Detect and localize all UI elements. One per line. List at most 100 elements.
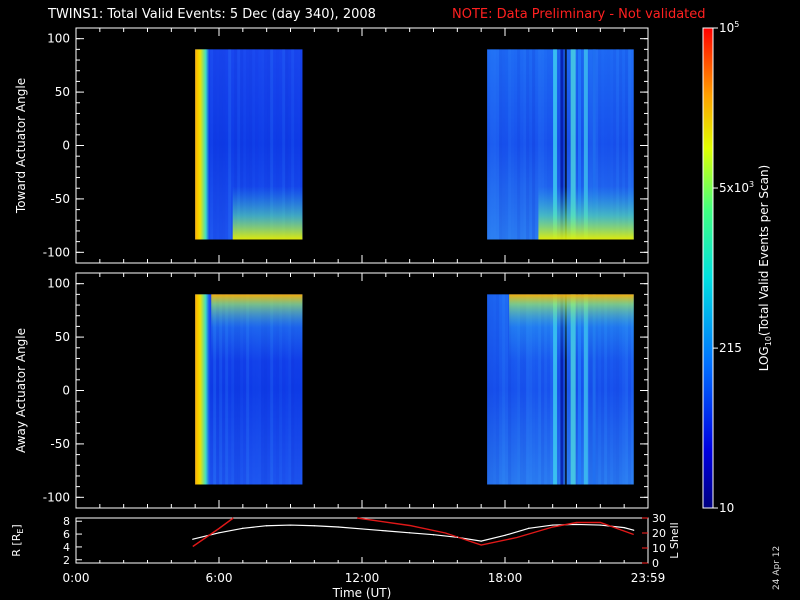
r-point <box>575 523 578 526</box>
texture-stripe <box>631 294 635 485</box>
panels-layer: -100 -50 0 50 100 Toward Actuator Angle -100 -5… <box>14 27 649 509</box>
r-point <box>480 540 482 542</box>
r-point <box>266 525 268 527</box>
texture-stripe <box>544 294 548 485</box>
data-block-2 <box>487 294 635 485</box>
colorbar-tick-label: 105 <box>719 20 739 35</box>
y-tick-label: -100 <box>43 490 70 504</box>
texture-stripe <box>560 49 564 240</box>
texture-stripe <box>598 294 602 485</box>
texture-stripe <box>270 49 274 240</box>
texture-stripe <box>297 294 301 485</box>
texture-stripe <box>517 49 521 240</box>
texture-stripe <box>228 49 232 240</box>
texture-stripe <box>496 49 500 240</box>
texture-stripe <box>222 49 226 240</box>
texture-stripe <box>538 49 542 240</box>
r-point <box>528 527 530 529</box>
texture-stripe <box>496 294 500 485</box>
texture-stripe <box>529 49 532 239</box>
texture-stripe <box>243 294 247 485</box>
r-point <box>623 527 625 529</box>
r-point <box>337 526 339 528</box>
x-tick-label: 12:00 <box>345 571 380 585</box>
texture-stripe <box>261 49 265 240</box>
texture-stripe <box>520 294 524 485</box>
texture-stripe <box>276 294 280 485</box>
texture-stripe <box>556 294 560 485</box>
r-point <box>192 538 194 540</box>
colorbar-tick-label: 10 <box>719 501 734 515</box>
y-tick-label: -100 <box>43 245 70 259</box>
texture-stripe <box>556 49 560 240</box>
r-point <box>242 527 244 529</box>
texture-stripe <box>625 294 629 485</box>
texture-stripe <box>613 294 617 485</box>
texture-stripe <box>291 294 295 485</box>
x-tick-label: 6:00 <box>206 571 233 585</box>
r-point <box>313 525 315 527</box>
r-point <box>409 532 411 534</box>
texture-stripe <box>601 294 605 485</box>
texture-stripe <box>616 294 620 485</box>
texture-stripe <box>607 294 611 485</box>
texture-stripe <box>234 294 238 485</box>
texture-stripe <box>564 294 567 485</box>
y-tick-label: 100 <box>47 277 70 291</box>
y-tick-label: 0 <box>62 139 70 153</box>
texture-stripe <box>508 294 512 485</box>
texture-stripe <box>529 294 533 485</box>
texture-stripe <box>213 294 217 485</box>
texture-stripe <box>598 49 602 240</box>
texture-stripe <box>225 294 229 485</box>
texture-stripe <box>616 49 620 240</box>
r-point <box>289 524 292 526</box>
colorbar <box>702 27 714 509</box>
texture-stripe <box>279 294 283 485</box>
texture-stripe <box>282 49 286 240</box>
x-axis-label: Time (UT) <box>332 586 392 600</box>
texture-stripe <box>568 294 572 485</box>
texture-stripe <box>261 294 265 485</box>
y-tick-label: 50 <box>55 85 70 99</box>
texture-stripe <box>282 294 286 485</box>
data-block-2 <box>487 49 635 240</box>
texture-stripe <box>538 294 542 485</box>
preliminary-note: NOTE: Data Preliminary - Not validated <box>452 7 706 22</box>
texture-stripe <box>231 294 235 485</box>
texture-stripe <box>219 49 223 240</box>
texture-stripe <box>568 49 572 240</box>
right-tick-label: 20 <box>652 527 666 540</box>
texture-stripe <box>270 294 274 485</box>
texture-stripe <box>562 49 566 240</box>
texture-stripe <box>517 294 521 485</box>
r-point <box>218 532 220 534</box>
texture-stripe <box>560 294 564 485</box>
texture-stripe <box>613 49 617 240</box>
texture-stripe <box>288 294 292 485</box>
right-tick-label: 30 <box>652 512 666 525</box>
texture-stripe <box>258 294 262 485</box>
texture-stripe <box>216 294 220 485</box>
texture-stripe <box>210 294 214 485</box>
texture-stripe <box>255 294 259 485</box>
colorbar-tick-label: 215 <box>719 341 742 355</box>
texture-stripe <box>294 49 298 240</box>
x-tick-label: 23:59 <box>631 571 666 585</box>
texture-stripe <box>246 49 250 240</box>
texture-stripe <box>578 294 582 485</box>
texture-stripe <box>589 294 593 485</box>
texture-stripe <box>553 294 558 485</box>
texture-stripe <box>532 49 536 240</box>
texture-stripe <box>240 294 244 485</box>
texture-stripe <box>502 294 506 485</box>
texture-stripe <box>625 49 629 240</box>
texture-stripe <box>578 49 582 240</box>
colorbar-layer: 10 215 5x103 105 LOG10(Total Valid Events pe… <box>702 20 773 515</box>
warm-edge <box>195 49 210 240</box>
data-block-1 <box>195 49 304 240</box>
texture-stripe <box>237 294 241 485</box>
r-point <box>385 530 387 532</box>
right-tick-label: 10 <box>652 542 666 555</box>
